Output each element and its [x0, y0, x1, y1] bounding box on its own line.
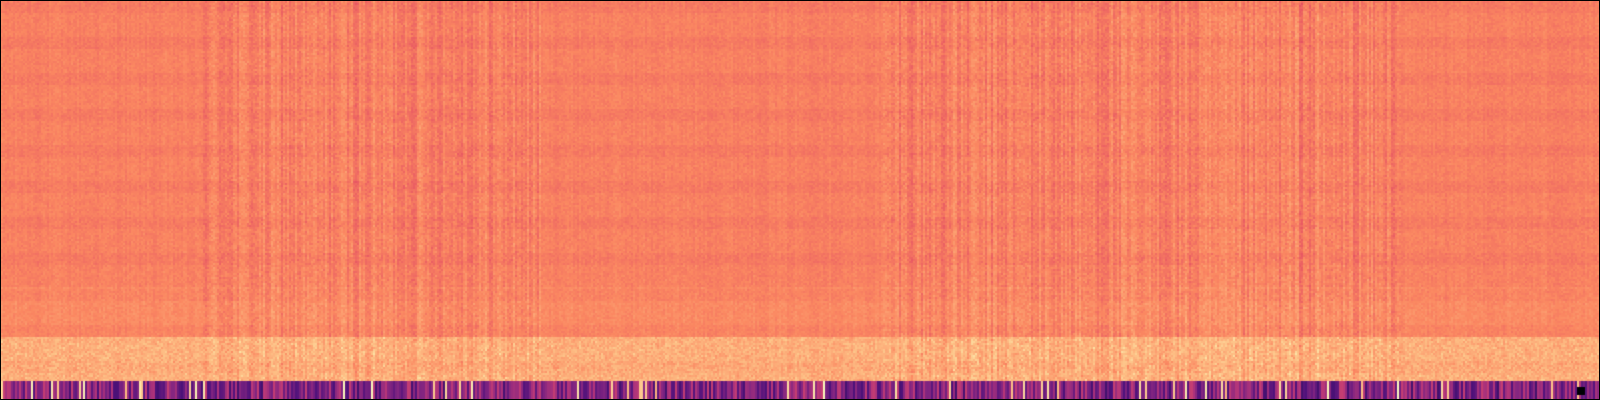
spectrogram-frame: [0, 0, 1600, 400]
spectrogram-image: [1, 1, 1599, 399]
